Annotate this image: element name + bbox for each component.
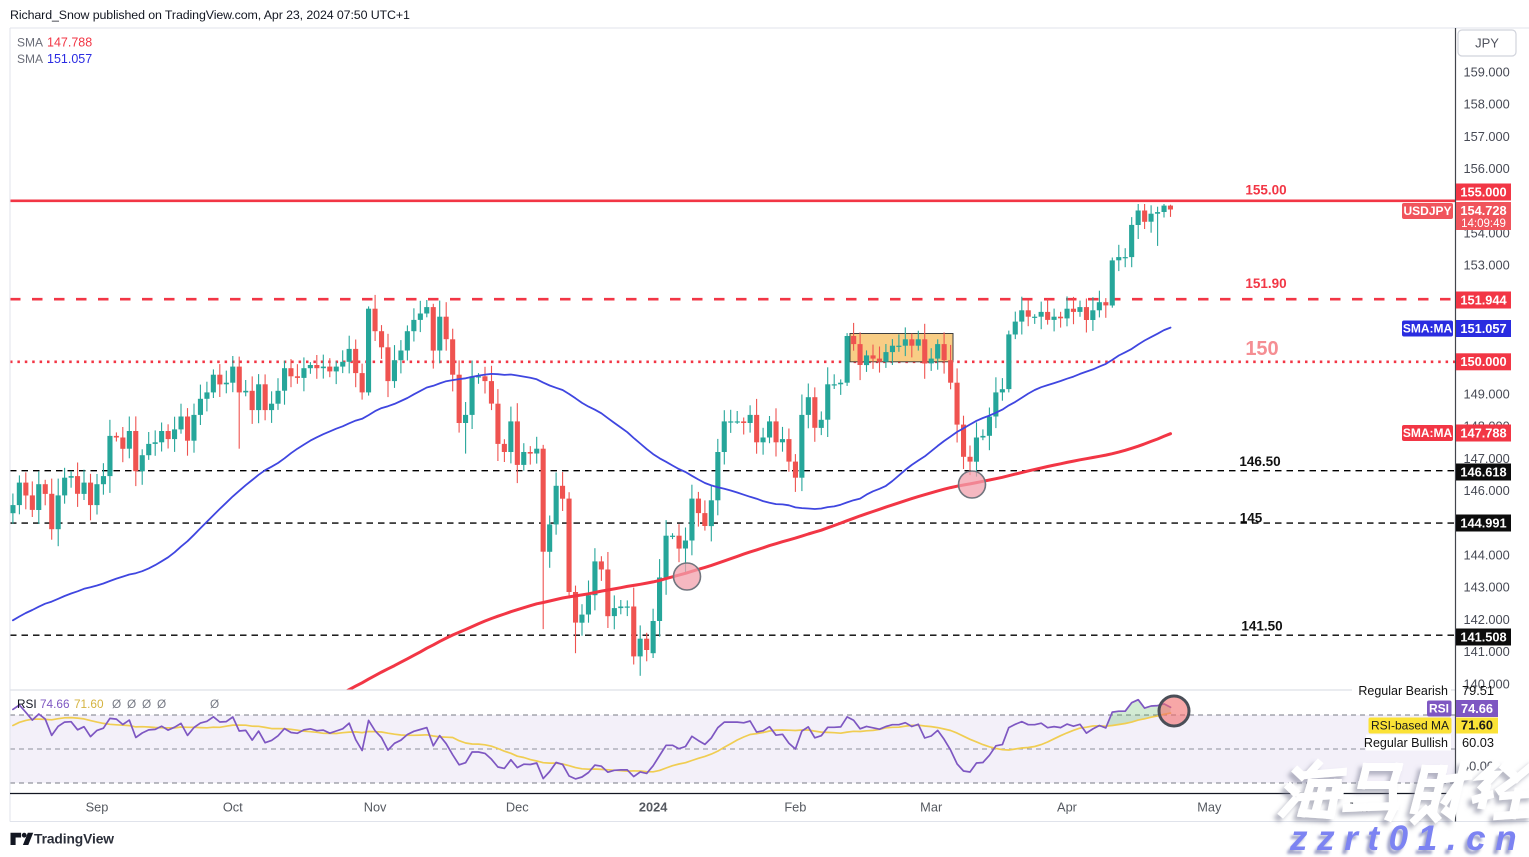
svg-text:150.000: 150.000 bbox=[1460, 354, 1506, 369]
svg-text:RSI-based MA: RSI-based MA bbox=[1371, 719, 1449, 733]
svg-text:Dec: Dec bbox=[506, 800, 529, 815]
svg-text:147.000: 147.000 bbox=[1464, 451, 1510, 466]
svg-text:May: May bbox=[1197, 800, 1222, 815]
svg-text:146.000: 146.000 bbox=[1464, 483, 1510, 498]
svg-text:71.60: 71.60 bbox=[1461, 718, 1493, 733]
svg-text:155.000: 155.000 bbox=[1460, 184, 1506, 199]
svg-text:SMA: SMA bbox=[17, 36, 43, 50]
svg-text:141.508: 141.508 bbox=[1460, 629, 1506, 644]
svg-text:157.000: 157.000 bbox=[1464, 129, 1510, 144]
svg-text:Apr: Apr bbox=[1057, 800, 1078, 815]
svg-text:Ø: Ø bbox=[142, 697, 151, 711]
svg-text:Mar: Mar bbox=[920, 800, 943, 815]
svg-text:SMA: SMA bbox=[17, 52, 43, 66]
svg-text:Nov: Nov bbox=[364, 800, 387, 815]
svg-text:Feb: Feb bbox=[784, 800, 806, 815]
svg-text:158.000: 158.000 bbox=[1464, 97, 1510, 112]
svg-text:151.057: 151.057 bbox=[1460, 321, 1506, 336]
svg-text:RSI: RSI bbox=[1429, 702, 1449, 716]
svg-text:14:09:49: 14:09:49 bbox=[1461, 218, 1506, 230]
svg-text:145: 145 bbox=[1240, 511, 1263, 526]
svg-text:SMA:MA: SMA:MA bbox=[1403, 322, 1453, 336]
svg-text:74.66: 74.66 bbox=[1461, 701, 1493, 716]
svg-text:zzrt01.cn: zzrt01.cn bbox=[1289, 819, 1526, 857]
svg-text:154.728: 154.728 bbox=[1460, 203, 1506, 218]
svg-text:151.90: 151.90 bbox=[1245, 276, 1286, 291]
svg-text:144.000: 144.000 bbox=[1464, 548, 1510, 563]
svg-text:151.057: 151.057 bbox=[47, 52, 92, 66]
svg-text:143.000: 143.000 bbox=[1464, 580, 1510, 595]
svg-text:2024: 2024 bbox=[639, 800, 668, 815]
svg-text:142.000: 142.000 bbox=[1464, 612, 1510, 627]
svg-text:149.000: 149.000 bbox=[1464, 387, 1510, 402]
svg-text:146.618: 146.618 bbox=[1460, 464, 1506, 479]
svg-text:147.788: 147.788 bbox=[47, 36, 92, 50]
svg-text:Regular Bullish: Regular Bullish bbox=[1364, 736, 1448, 750]
svg-text:159.000: 159.000 bbox=[1464, 65, 1510, 80]
svg-text:JPY: JPY bbox=[1475, 36, 1499, 51]
svg-text:TradingView: TradingView bbox=[34, 832, 114, 847]
svg-text:155.00: 155.00 bbox=[1245, 182, 1286, 197]
svg-text:79.51: 79.51 bbox=[1462, 683, 1494, 698]
svg-text:140.000: 140.000 bbox=[1464, 676, 1510, 691]
svg-text:141.000: 141.000 bbox=[1464, 644, 1510, 659]
svg-text:147.788: 147.788 bbox=[1460, 425, 1506, 440]
svg-text:Ø: Ø bbox=[112, 697, 121, 711]
svg-text:151.944: 151.944 bbox=[1460, 292, 1507, 307]
svg-text:Ø: Ø bbox=[210, 697, 219, 711]
svg-text:USDJPY: USDJPY bbox=[1403, 204, 1451, 218]
svg-text:Ø: Ø bbox=[157, 697, 166, 711]
svg-text:156.000: 156.000 bbox=[1464, 161, 1510, 176]
svg-text:144.991: 144.991 bbox=[1460, 515, 1506, 530]
svg-text:Oct: Oct bbox=[223, 800, 243, 815]
svg-text:Regular Bearish: Regular Bearish bbox=[1358, 684, 1448, 698]
svg-text:141.50: 141.50 bbox=[1241, 619, 1282, 634]
svg-text:74.66: 74.66 bbox=[40, 697, 70, 711]
svg-text:71.60: 71.60 bbox=[74, 697, 104, 711]
svg-text:Ø: Ø bbox=[127, 697, 136, 711]
svg-text:RSI: RSI bbox=[17, 697, 37, 711]
svg-text:60.03: 60.03 bbox=[1462, 735, 1494, 750]
svg-text:153.000: 153.000 bbox=[1464, 258, 1510, 273]
svg-text:Sep: Sep bbox=[86, 800, 109, 815]
svg-text:150: 150 bbox=[1245, 338, 1278, 360]
svg-text:SMA:MA: SMA:MA bbox=[1403, 426, 1453, 440]
svg-text:146.50: 146.50 bbox=[1239, 454, 1280, 469]
svg-text:Richard_Snow published on Trad: Richard_Snow published on TradingView.co… bbox=[10, 8, 410, 22]
